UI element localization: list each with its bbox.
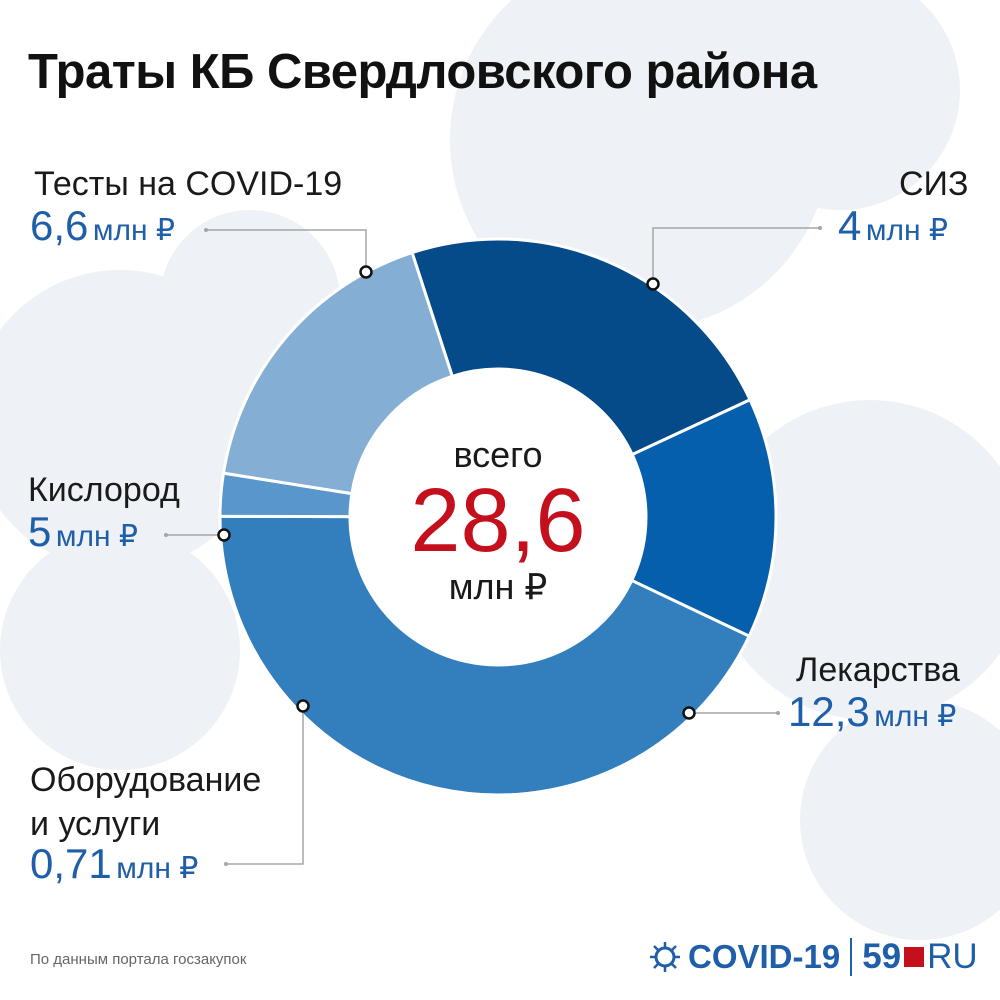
leader-end-oxygen bbox=[164, 533, 168, 537]
slice-tests bbox=[410, 237, 753, 457]
label-equipment-unit: млн ₽ bbox=[116, 852, 199, 885]
leader-line-siz bbox=[652, 227, 820, 284]
leader-line-tests bbox=[206, 229, 367, 272]
label-siz-value: 4 млн ₽ bbox=[838, 202, 948, 250]
leader-end-medicines bbox=[776, 711, 780, 715]
center-total: всего 28,6 млн ₽ bbox=[398, 434, 598, 608]
brand-number: 59 bbox=[862, 937, 902, 976]
total-unit: млн ₽ bbox=[448, 566, 548, 607]
label-medicines-unit: млн ₽ bbox=[874, 700, 957, 733]
marker-tests bbox=[359, 265, 373, 279]
label-medicines-value: 12,3 млн ₽ bbox=[788, 688, 956, 736]
slice-medicines bbox=[218, 514, 752, 797]
label-medicines-category: Лекарства bbox=[796, 651, 960, 689]
virus-icon bbox=[650, 942, 680, 972]
brand-name: COVID-19 bbox=[688, 938, 841, 975]
brand-square bbox=[904, 947, 925, 967]
leader-end-tests bbox=[204, 228, 208, 232]
label-equipment-number: 0,71 bbox=[30, 840, 112, 887]
total-label: всего bbox=[453, 434, 543, 475]
label-tests-number: 6,6 bbox=[30, 202, 89, 249]
chart-title: Траты КБ Свердловского района bbox=[28, 45, 817, 99]
brand-divider bbox=[850, 938, 853, 976]
label-siz-number: 4 bbox=[838, 202, 862, 249]
leader-end-siz bbox=[818, 226, 822, 230]
label-tests-category: Тесты на COVID-19 bbox=[34, 165, 343, 203]
leader-line-equipment bbox=[226, 706, 304, 865]
source-note: По данным портала госзакупок bbox=[30, 951, 247, 968]
brand-logo: COVID-19 59 RU bbox=[648, 932, 978, 982]
marker-oxygen bbox=[217, 528, 231, 542]
slice-siz bbox=[629, 397, 778, 639]
slice-oxygen bbox=[221, 250, 455, 496]
label-tests-value: 6,6 млн ₽ bbox=[30, 202, 175, 250]
marker-siz bbox=[646, 277, 660, 291]
label-equipment-value: 0,71 млн ₽ bbox=[30, 840, 198, 888]
leader-end-equipment bbox=[224, 862, 228, 866]
label-equipment-category: Оборудование и услуги bbox=[30, 761, 262, 844]
brand-suffix: RU bbox=[927, 937, 978, 976]
label-tests-unit: млн ₽ bbox=[92, 214, 175, 247]
label-oxygen-unit: млн ₽ bbox=[55, 520, 138, 553]
marker-equipment bbox=[296, 699, 310, 713]
label-siz-category: СИЗ bbox=[899, 165, 969, 203]
label-oxygen-category: Кислород bbox=[28, 471, 180, 509]
label-medicines-number: 12,3 bbox=[788, 688, 870, 735]
label-siz-unit: млн ₽ bbox=[865, 214, 948, 247]
label-oxygen-number: 5 bbox=[28, 508, 52, 555]
marker-medicines bbox=[682, 706, 696, 720]
total-value: 28,6 bbox=[410, 471, 586, 571]
label-oxygen-value: 5 млн ₽ bbox=[28, 508, 138, 556]
